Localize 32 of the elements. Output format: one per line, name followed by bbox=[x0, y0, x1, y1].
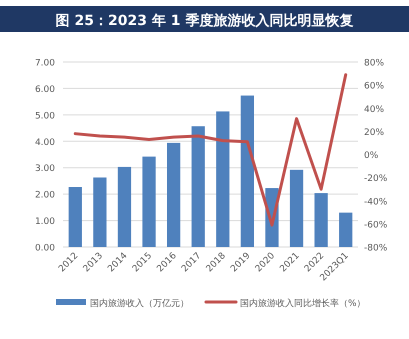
y2-tick-label: 60% bbox=[364, 82, 384, 92]
y-tick-label: 4.00 bbox=[34, 138, 56, 148]
y2-tick-label: 80% bbox=[364, 58, 384, 68]
y2-tick-label: 40% bbox=[364, 104, 384, 115]
bar bbox=[142, 156, 156, 247]
line-series bbox=[74, 73, 348, 227]
y-tick-label: 6.00 bbox=[34, 84, 56, 95]
legend-label: 国内旅游收入同比增长率（%） bbox=[240, 298, 366, 309]
y2-tick-label: -60% bbox=[364, 220, 388, 230]
y-tick-label: 2.00 bbox=[34, 190, 56, 201]
y-tick-label: 0.00 bbox=[34, 244, 56, 254]
bar bbox=[240, 96, 254, 247]
bar bbox=[192, 126, 205, 247]
bar bbox=[339, 212, 352, 247]
y2-tick-label: 20% bbox=[364, 128, 384, 138]
bar bbox=[93, 177, 107, 247]
bar bbox=[68, 187, 82, 247]
y-tick-label: 5.00 bbox=[34, 111, 56, 122]
chart-title: 图 25：2023 年 1 季度旅游收入同比明显恢复 bbox=[56, 12, 354, 29]
y-tick-label: 1.00 bbox=[34, 217, 56, 228]
bar bbox=[118, 166, 132, 247]
bar bbox=[290, 170, 304, 247]
bar bbox=[216, 111, 230, 247]
y-tick-label: 7.00 bbox=[34, 58, 56, 68]
y-tick-label: 3.00 bbox=[34, 164, 56, 174]
y2-tick-label: 0% bbox=[364, 151, 379, 161]
bar bbox=[314, 193, 328, 247]
y2-tick-label: -80% bbox=[364, 244, 388, 254]
y2-tick-label: -40% bbox=[364, 197, 388, 208]
legend-label: 国内旅游收入（万亿元） bbox=[90, 298, 189, 309]
y2-tick-label: -20% bbox=[364, 174, 388, 184]
bar bbox=[166, 142, 180, 247]
